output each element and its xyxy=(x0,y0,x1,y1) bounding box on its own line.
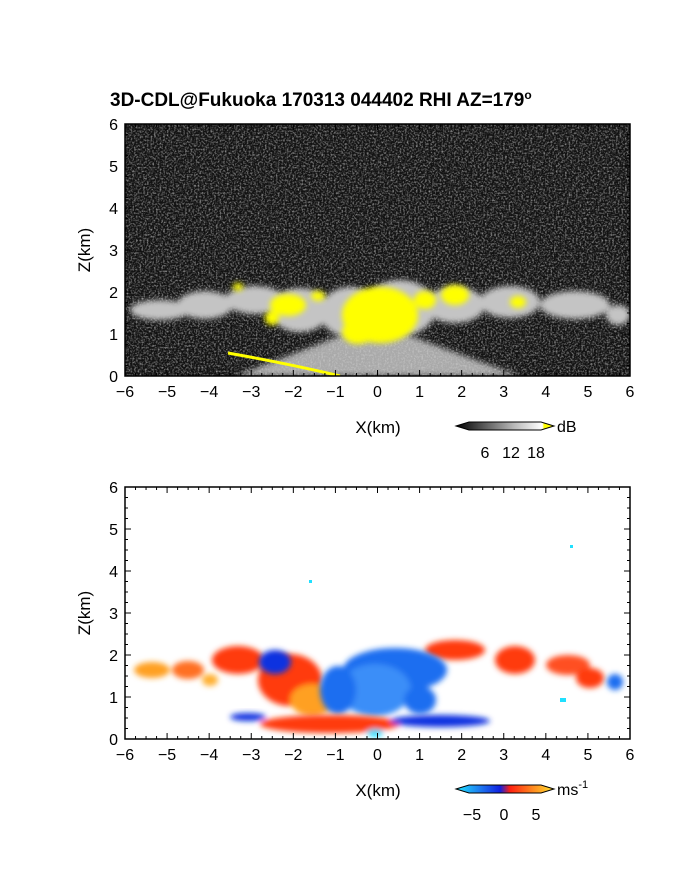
colorbar-tick-label: 6 xyxy=(481,445,490,462)
reflectivity-colorbar-unit: dB xyxy=(557,419,577,436)
top-x-tick-label: −6 xyxy=(116,384,134,401)
bottom-x-tick-label: −3 xyxy=(242,747,260,764)
bottom-y-axis-label: Z(km) xyxy=(75,591,94,635)
title-degree-sup: o xyxy=(524,88,531,102)
bottom-x-tick-label: 3 xyxy=(499,747,508,764)
bottom-x-tick-label: 0 xyxy=(373,747,382,764)
top-y-axis-label: Z(km) xyxy=(75,228,94,272)
reflectivity-colorbar: dB 6 12 18 xyxy=(454,419,577,462)
bottom-y-tick-label: 1 xyxy=(109,690,118,707)
top-x-tick-label: 6 xyxy=(626,384,635,401)
bottom-y-tick-label: 0 xyxy=(109,732,118,749)
bottom-y-tick-label: 6 xyxy=(109,480,118,497)
top-y-tick-label: 5 xyxy=(109,159,118,176)
bottom-x-tick-label: 4 xyxy=(541,747,550,764)
chart-title: 3D-CDL@Fukuoka 170313 044402 RHI AZ=179o xyxy=(110,88,532,111)
velocity-colorbar: ms-1 −5 0 5 xyxy=(454,779,588,824)
top-x-tick-label: 4 xyxy=(541,384,550,401)
top-x-tick-label: 1 xyxy=(415,384,424,401)
top-x-tick-label: −2 xyxy=(284,384,302,401)
bottom-y-tick-label: 2 xyxy=(109,648,118,665)
bottom-x-tick-label: −4 xyxy=(200,747,218,764)
bottom-x-tick-label: 1 xyxy=(415,747,424,764)
top-x-tick-label: −3 xyxy=(242,384,260,401)
bottom-x-tick-label: 6 xyxy=(626,747,635,764)
top-x-tick-label: 2 xyxy=(457,384,466,401)
title-text: 3D-CDL@Fukuoka 170313 044402 RHI AZ=179 xyxy=(110,90,524,111)
velocity-colorbar-bar xyxy=(454,784,556,794)
velocity-field xyxy=(134,545,623,737)
bottom-x-tick-label: 2 xyxy=(457,747,466,764)
bottom-x-axis-label: X(km) xyxy=(355,781,400,800)
top-y-tick-label: 3 xyxy=(109,243,118,260)
top-y-tick-label: 1 xyxy=(109,327,118,344)
bottom-y-tick-label: 3 xyxy=(109,606,118,623)
top-y-tick-label: 2 xyxy=(109,285,118,302)
bottom-y-tick-label: 5 xyxy=(109,522,118,539)
top-y-tick-label: 0 xyxy=(109,369,118,386)
bottom-x-tick-label: −2 xyxy=(284,747,302,764)
top-x-tick-label: −4 xyxy=(200,384,218,401)
colorbar-tick-label: 12 xyxy=(502,445,520,462)
reflectivity-colorbar-bar xyxy=(454,421,556,431)
top-x-axis-label: X(km) xyxy=(355,418,400,437)
top-y-tick-label: 6 xyxy=(109,117,118,134)
bottom-x-tick-label: −5 xyxy=(158,747,176,764)
top-x-tick-label: 0 xyxy=(373,384,382,401)
velocity-panel xyxy=(125,487,630,739)
bottom-x-tick-label: −6 xyxy=(116,747,134,764)
colorbar-tick-label: −5 xyxy=(463,807,481,824)
top-x-tick-label: 5 xyxy=(583,384,592,401)
top-y-tick-label: 4 xyxy=(109,201,118,218)
colorbar-tick-label: 5 xyxy=(532,807,541,824)
colorbar-tick-label: 18 xyxy=(527,445,545,462)
velocity-colorbar-unit: ms-1 xyxy=(557,779,588,799)
bottom-x-tick-label: −1 xyxy=(326,747,344,764)
bottom-x-tick-label: 5 xyxy=(583,747,592,764)
velocity-unit-base: ms xyxy=(557,782,578,799)
bottom-y-tick-label: 4 xyxy=(109,564,118,581)
velocity-unit-exponent: -1 xyxy=(578,779,588,791)
colorbar-tick-label: 0 xyxy=(500,807,509,824)
reflectivity-panel xyxy=(125,124,630,376)
reflectivity-field xyxy=(125,124,630,376)
top-x-tick-label: 3 xyxy=(499,384,508,401)
top-x-tick-label: −1 xyxy=(326,384,344,401)
top-x-tick-label: −5 xyxy=(158,384,176,401)
